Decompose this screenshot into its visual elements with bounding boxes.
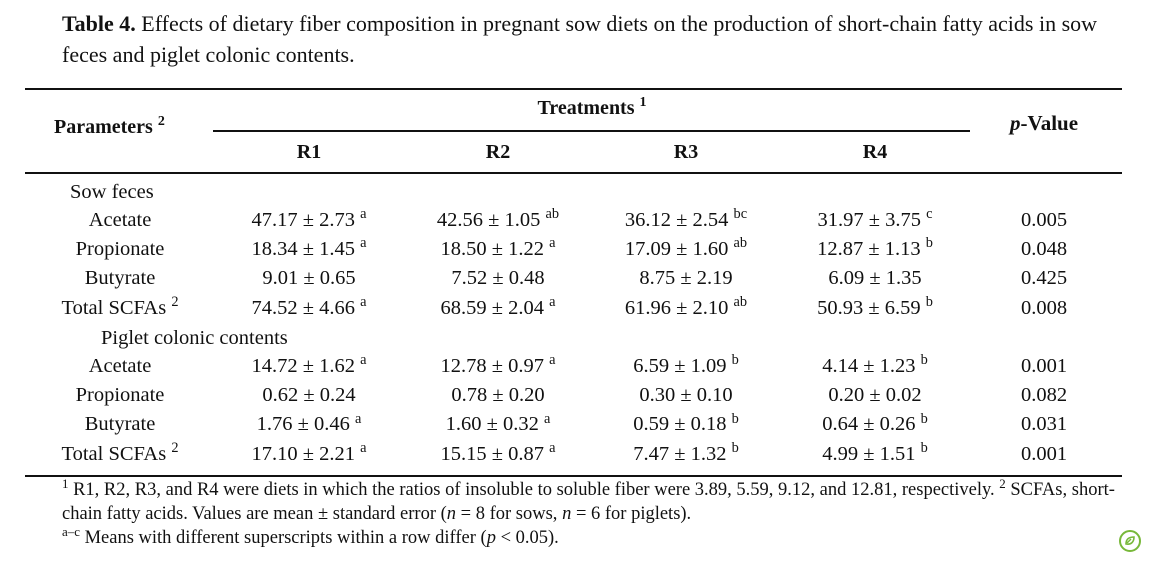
p-value-cell: 0.031: [1020, 413, 1068, 436]
row-parameter: Butyrate: [84, 267, 156, 290]
row-parameter: Butyrate: [84, 413, 156, 436]
value-cell-r3: 7.47 ± 1.32 b: [633, 439, 739, 465]
table-footnote: 1 R1, R2, R3, and R4 were diets in which…: [62, 475, 1115, 548]
value-cell-r1: 18.34 ± 1.45 a: [251, 235, 367, 261]
value-cell-r2: 7.52 ± 0.48: [451, 267, 545, 290]
column-header-r3: R3: [673, 141, 699, 163]
value-cell-r3: 0.30 ± 0.10: [639, 384, 733, 407]
value-cell-r2: 15.15 ± 0.87 a: [440, 439, 556, 465]
group-title-piglet-colonic: Piglet colonic contents: [101, 327, 288, 349]
value-cell-r1: 74.52 ± 4.66 a: [251, 293, 367, 319]
value-cell-r4: 0.20 ± 0.02: [828, 384, 922, 407]
table-label: Table 4.: [62, 11, 136, 36]
value-cell-r2: 1.60 ± 0.32 a: [445, 410, 551, 436]
header-rule: [25, 172, 1122, 174]
p-value-cell: 0.001: [1020, 355, 1068, 377]
value-cell-r1: 47.17 ± 2.73 a: [251, 206, 367, 231]
row-parameter: Acetate: [88, 209, 152, 231]
row-parameter: Propionate: [75, 238, 165, 261]
value-cell-r2: 42.56 ± 1.05 ab: [436, 206, 560, 231]
value-cell-r3: 36.12 ± 2.54 bc: [624, 206, 748, 231]
pvalue-header: p-Value: [1009, 111, 1079, 135]
leaf-check-icon[interactable]: [1119, 530, 1141, 552]
bottom-rule: [25, 475, 1122, 477]
column-header-r2: R2: [485, 141, 511, 163]
p-value-cell: 0.008: [1020, 296, 1068, 319]
value-cell-r1: 1.76 ± 0.46 a: [256, 410, 362, 436]
column-header-r4: R4: [862, 141, 888, 163]
value-cell-r2: 12.78 ± 0.97 a: [440, 352, 556, 377]
top-rule: [25, 88, 1122, 90]
p-value-cell: 0.082: [1020, 384, 1068, 407]
p-value-cell: 0.001: [1020, 442, 1068, 465]
value-cell-r2: 0.78 ± 0.20: [451, 384, 545, 407]
value-cell-r4: 31.97 ± 3.75 c: [817, 206, 933, 231]
row-parameter: Total SCFAs 2: [61, 293, 179, 319]
caption-text: Effects of dietary fiber composition in …: [62, 11, 1098, 67]
value-cell-r4: 12.87 ± 1.13 b: [817, 235, 933, 261]
value-cell-r1: 14.72 ± 1.62 a: [251, 352, 367, 377]
value-cell-r4: 4.99 ± 1.51 b: [822, 439, 928, 465]
value-cell-r4: 50.93 ± 6.59 b: [817, 293, 933, 319]
table-caption: Table 4. Effects of dietary fiber compos…: [62, 8, 1122, 70]
value-cell-r3: 0.59 ± 0.18 b: [633, 410, 739, 436]
value-cell-r4: 6.09 ± 1.35: [828, 267, 922, 290]
value-cell-r1: 9.01 ± 0.65: [262, 267, 356, 290]
row-parameter: Propionate: [75, 384, 165, 407]
treatments-header: Treatments 1: [537, 95, 647, 119]
p-value-cell: 0.048: [1020, 238, 1068, 261]
value-cell-r4: 4.14 ± 1.23 b: [822, 352, 928, 377]
value-cell-r3: 61.96 ± 2.10 ab: [624, 293, 748, 319]
value-cell-r1: 0.62 ± 0.24: [262, 384, 356, 407]
value-cell-r4: 0.64 ± 0.26 b: [822, 410, 928, 436]
value-cell-r2: 68.59 ± 2.04 a: [440, 293, 556, 319]
value-cell-r2: 18.50 ± 1.22 a: [440, 235, 556, 261]
value-cell-r3: 17.09 ± 1.60 ab: [624, 235, 748, 261]
value-cell-r3: 6.59 ± 1.09 b: [633, 352, 739, 377]
row-parameter: Total SCFAs 2: [61, 439, 179, 465]
column-header-r1: R1: [296, 141, 322, 163]
p-value-cell: 0.425: [1020, 267, 1068, 290]
group-title-sow-feces: Sow feces: [70, 181, 154, 203]
value-cell-r1: 17.10 ± 2.21 a: [251, 439, 367, 465]
treatments-rule: [213, 130, 970, 132]
parameters-header: Parameters 2: [54, 114, 165, 138]
value-cell-r3: 8.75 ± 2.19: [639, 267, 733, 290]
p-value-cell: 0.005: [1020, 209, 1068, 231]
row-parameter: Acetate: [88, 355, 152, 377]
